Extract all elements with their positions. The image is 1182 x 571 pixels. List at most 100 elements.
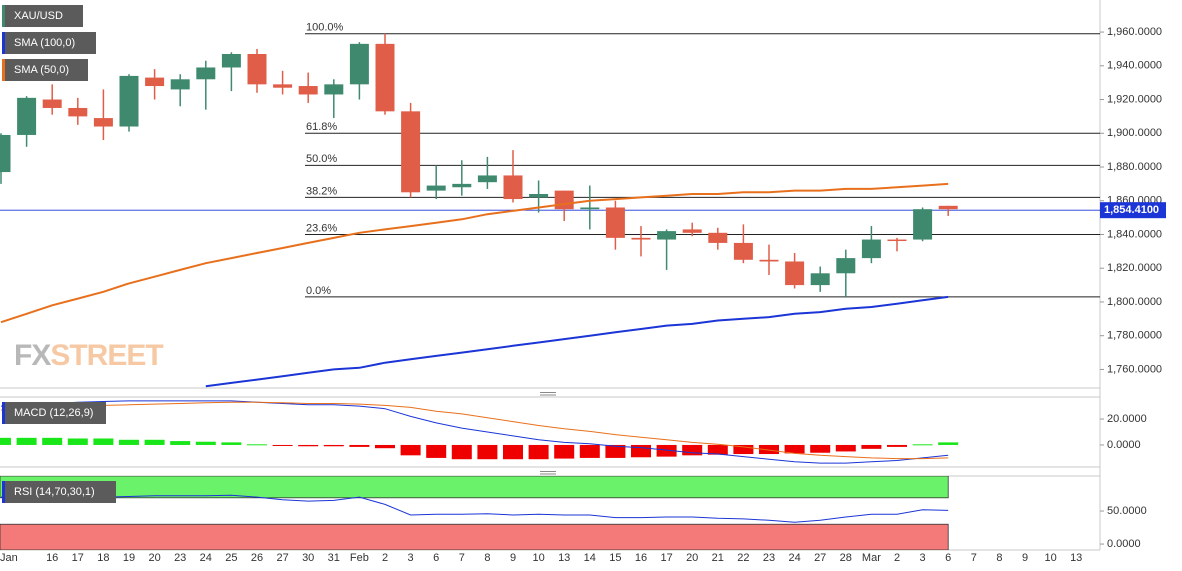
histogram-bar	[835, 444, 856, 452]
x-tick-label: 26	[251, 552, 263, 564]
y-tick-label: 1,960.0000	[1107, 26, 1162, 38]
candle-body	[554, 190, 574, 210]
x-tick-label: Jan	[0, 552, 18, 564]
x-tick-label: 2	[382, 552, 388, 564]
candle-body	[170, 79, 190, 90]
candle-body	[682, 229, 702, 233]
histogram-bar	[0, 437, 11, 445]
candle-body	[93, 118, 113, 127]
frame	[0, 0, 1101, 551]
x-tick-label: 3	[408, 552, 414, 564]
histogram-bar	[554, 444, 575, 459]
histogram-bar	[682, 444, 703, 456]
x-tick-label: 17	[660, 552, 672, 564]
x-tick-label: 10	[532, 552, 544, 564]
fib-label: 61.8%	[306, 121, 337, 133]
x-tick-label: 16	[635, 552, 647, 564]
candle-body	[324, 84, 344, 95]
histogram-bar	[298, 444, 319, 447]
y-tick-label: 1,940.0000	[1107, 60, 1162, 72]
x-tick-label: Mar	[862, 552, 881, 564]
candle-body	[145, 77, 165, 87]
candle-body	[708, 232, 728, 243]
candle-body	[452, 183, 472, 188]
histogram-bar	[733, 444, 754, 455]
x-tick-label: 2	[894, 552, 900, 564]
plot-area: 100.0% 61.8% 50.0% 38.2% 23.6% 0.0%	[0, 22, 1100, 388]
y-tick-label: 0.0000	[1107, 538, 1141, 550]
x-tick-label: 20	[686, 552, 698, 564]
histogram-bar	[912, 444, 933, 446]
x-tick-label: 18	[97, 552, 109, 564]
histogram-bar	[477, 444, 498, 460]
candle-body	[759, 259, 779, 262]
x-tick-label: 16	[46, 552, 58, 564]
histogram-bar	[272, 444, 293, 446]
x-tick-label: 27	[814, 552, 826, 564]
candle-body	[529, 194, 549, 198]
candle-body	[196, 67, 216, 80]
x-tick-label: 7	[971, 552, 977, 564]
histogram-bar	[451, 444, 472, 460]
histogram-bar	[605, 444, 626, 458]
x-tick-label: 9	[1022, 552, 1028, 564]
price-tag-label: 1,854.4100	[1104, 204, 1159, 216]
x-tick-label: 25	[225, 552, 237, 564]
candle-body	[733, 242, 753, 260]
y-tick-label: 0.0000	[1107, 439, 1141, 451]
line	[0, 182, 949, 324]
histogram-bar	[810, 444, 831, 453]
candle-body	[861, 239, 881, 259]
candle-body	[349, 43, 369, 85]
candle-body	[913, 209, 933, 240]
candle-body	[631, 237, 651, 240]
candle-body	[17, 97, 37, 135]
histogram-bar	[67, 438, 88, 445]
candle-body	[298, 86, 318, 95]
candle-body	[836, 258, 856, 274]
y-tick-label: 1,820.0000	[1107, 262, 1162, 274]
y-tick-label: 50.0000	[1107, 505, 1147, 517]
line	[205, 295, 949, 388]
histogram-bar	[349, 444, 370, 447]
fib-label: 38.2%	[306, 185, 337, 197]
histogram-bar	[144, 439, 165, 445]
histogram-bar	[375, 444, 395, 449]
y-tick-label: 1,840.0000	[1107, 228, 1162, 240]
histogram-bar	[93, 438, 114, 445]
x-tick-label: 6	[945, 552, 951, 564]
histogram-bar	[119, 439, 139, 445]
x-tick-label: 21	[712, 552, 724, 564]
x-tick-label: 13	[558, 552, 570, 564]
candle-body	[273, 84, 293, 88]
y-tick-label: 1,880.0000	[1107, 161, 1162, 173]
x-tick-label: 24	[788, 552, 800, 564]
candle-body	[938, 205, 958, 210]
x-tick-label: 24	[200, 552, 212, 564]
price-tag	[1100, 202, 1166, 219]
histogram-bar	[707, 444, 728, 455]
histogram-bar	[16, 437, 37, 445]
x-tick-label: 3	[920, 552, 926, 564]
watermark-part: STREET	[50, 339, 163, 372]
candle-body	[477, 175, 497, 183]
candle-body	[42, 99, 62, 108]
fib-label: 50.0%	[306, 153, 337, 165]
line	[1, 494, 949, 523]
x-tick-label: 31	[328, 552, 340, 564]
histogram-bar	[656, 444, 677, 457]
x-tick-label: 30	[302, 552, 314, 564]
histogram-bar	[323, 444, 344, 447]
x-tick-label: 8	[484, 552, 490, 564]
y-tick-label: 1,920.0000	[1107, 93, 1162, 105]
candle-body	[580, 207, 600, 210]
histogram-bar	[247, 444, 267, 446]
watermark-part: FX	[14, 339, 51, 372]
x-tick-label: 19	[123, 552, 135, 564]
candle-body	[605, 207, 625, 238]
plot-area	[0, 400, 959, 464]
candle-body	[221, 53, 241, 68]
legend-label: SMA (50,0)	[14, 64, 69, 76]
candle-body	[401, 111, 421, 193]
